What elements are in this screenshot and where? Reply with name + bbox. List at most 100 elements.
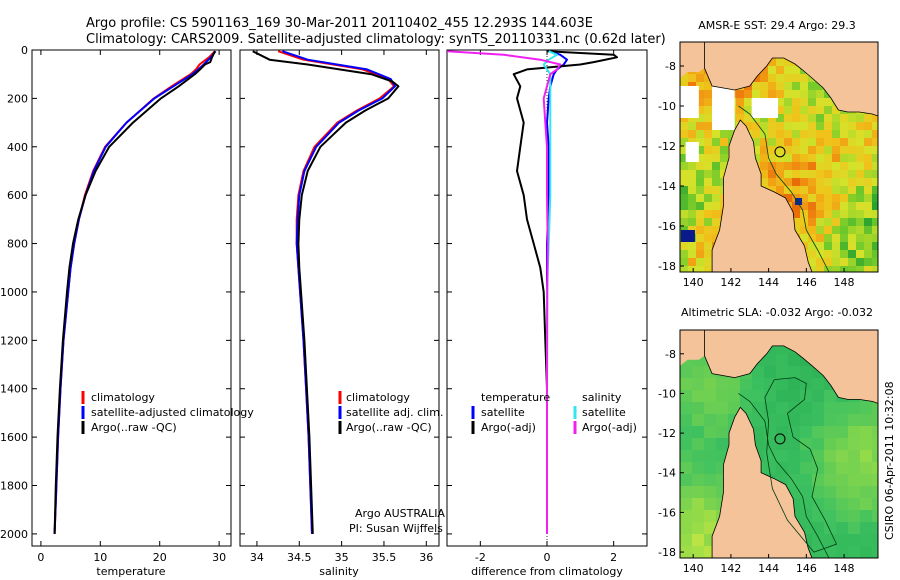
map-cell [688, 242, 697, 251]
map-cell [696, 122, 705, 131]
map-cell [824, 122, 833, 131]
map-cell [752, 390, 765, 403]
map-lat-label: -10 [658, 387, 676, 400]
map-lat-label: -16 [658, 220, 676, 233]
map-cell [836, 402, 849, 415]
map-cell [680, 450, 693, 463]
map-cell [816, 138, 825, 147]
depth-tick-label: 0 [21, 44, 28, 57]
map-cell [848, 426, 861, 439]
map-cell [744, 106, 753, 115]
map-cell [760, 122, 769, 131]
map-cell [680, 366, 693, 379]
map-cell [848, 154, 857, 163]
map-cell [848, 258, 857, 267]
map-cell [696, 194, 705, 203]
map-cell [872, 186, 878, 195]
map-cell [816, 234, 825, 243]
sla-map-contents [680, 330, 878, 558]
map-cell [680, 202, 689, 211]
legend-label-argo: Argo(..raw -QC) [346, 421, 432, 434]
map-cell [872, 450, 878, 463]
map-cell [872, 178, 878, 187]
map-cell [836, 486, 849, 499]
depth-tick-label: 400 [7, 141, 28, 154]
map-cell [808, 138, 817, 147]
map-lat-label: -8 [665, 348, 676, 361]
map-cell [776, 154, 785, 163]
map-cell [692, 474, 705, 487]
map-cell [688, 130, 697, 139]
map-cell [816, 98, 825, 107]
map-cell [688, 74, 697, 83]
map-cell [768, 74, 777, 83]
map-lon-label: 148 [834, 562, 855, 575]
map-cell [736, 98, 745, 107]
map-cell [856, 170, 865, 179]
map-cell [836, 510, 849, 523]
map-cell [704, 266, 713, 272]
map-cell [812, 390, 825, 403]
map-cell [808, 250, 817, 259]
map-cell [864, 226, 873, 235]
map-cell [704, 154, 713, 163]
map-cell [872, 154, 878, 163]
map-cell [832, 234, 841, 243]
map-cell [768, 178, 777, 187]
map-cell [784, 58, 793, 67]
map-cell [692, 438, 705, 451]
map-cell [824, 98, 833, 107]
map-cell [764, 366, 777, 379]
map-cell [832, 146, 841, 155]
map-cell [832, 130, 841, 139]
map-cell [680, 522, 693, 535]
no-data-patch [751, 98, 779, 118]
map-cell [836, 498, 849, 511]
map-cell [760, 114, 769, 123]
map-cell [788, 438, 801, 451]
map-cell [840, 178, 849, 187]
map-cell [864, 146, 873, 155]
map-cell [832, 258, 841, 267]
map-cell [860, 414, 873, 427]
map-cell [824, 250, 833, 259]
map-cell [824, 138, 833, 147]
map-cell [760, 146, 769, 155]
map-cell [872, 510, 878, 523]
map-cell [776, 402, 789, 415]
map-cell [816, 202, 825, 211]
map-cell [836, 546, 849, 558]
x-tick-label: 34 [250, 551, 264, 564]
map-cell [680, 414, 693, 427]
map-cell [832, 162, 841, 171]
map-cell [788, 450, 801, 463]
map-cell [720, 138, 729, 147]
map-cell [848, 194, 857, 203]
map-cell [832, 106, 841, 115]
map-cell [856, 250, 865, 259]
map-cell [776, 82, 785, 91]
map-cell [692, 462, 705, 475]
map-cell [800, 194, 809, 203]
map-cell [744, 114, 753, 123]
map-cell [712, 218, 721, 227]
map-cell [712, 146, 721, 155]
map-cell [864, 234, 873, 243]
map-cell [736, 106, 745, 115]
map-cell [680, 474, 693, 487]
map-cell [832, 186, 841, 195]
map-cell [776, 438, 789, 451]
cold-spot [680, 230, 695, 242]
map-cell [848, 130, 857, 139]
map-cell [848, 122, 857, 131]
map-cell [824, 170, 833, 179]
map-cell [704, 522, 717, 535]
map-cell [824, 474, 837, 487]
map-cell [864, 122, 873, 131]
map-cell [680, 266, 689, 272]
map-cell [792, 74, 801, 83]
map-cell [864, 202, 873, 211]
map-cell [816, 210, 825, 219]
sla-map-title: Altimetric SLA: -0.032 Argo: -0.032 [681, 306, 873, 319]
depth-tick-label: 800 [7, 238, 28, 251]
